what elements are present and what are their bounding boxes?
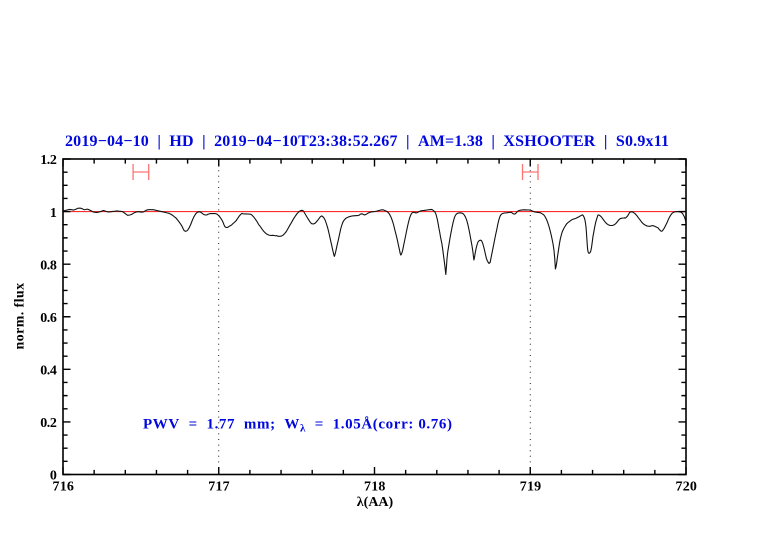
svg-text:PWV = 1.77 mm; Wλ = 1.05: PWV = 1.77 mm; Wλ = 1.05Å(corr: 0.76) bbox=[143, 417, 452, 435]
svg-text:1.2: 1.2 bbox=[40, 153, 57, 168]
svg-text:720: 720 bbox=[676, 479, 697, 494]
svg-text:719: 719 bbox=[520, 479, 541, 494]
svg-text:2019−04−10 | HD | 2019−04−: 2019−04−10 | HD | 2019−04−10T23:38:52.26… bbox=[65, 133, 669, 150]
svg-text:718: 718 bbox=[364, 479, 385, 494]
svg-text:λ(AA): λ(AA) bbox=[357, 495, 394, 510]
svg-text:717: 717 bbox=[208, 479, 229, 494]
svg-text:0.8: 0.8 bbox=[40, 258, 57, 273]
svg-text:716: 716 bbox=[53, 479, 74, 494]
svg-text:0: 0 bbox=[50, 469, 57, 484]
svg-text:0.2: 0.2 bbox=[40, 416, 57, 431]
svg-text:0.4: 0.4 bbox=[40, 364, 57, 379]
svg-text:0.6: 0.6 bbox=[40, 311, 57, 326]
svg-text:1: 1 bbox=[50, 206, 57, 221]
svg-text:norm. flux: norm. flux bbox=[13, 283, 28, 350]
